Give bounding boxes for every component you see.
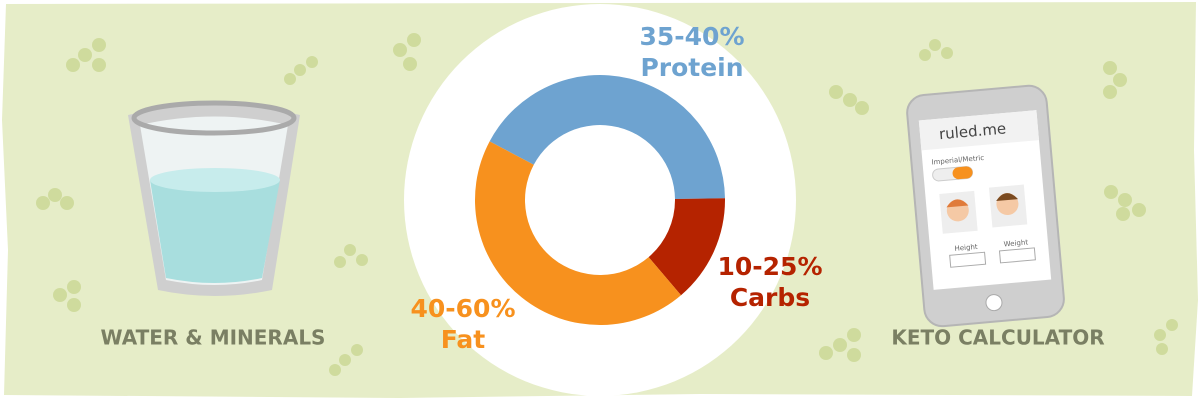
segment-name: Fat	[441, 325, 485, 354]
segment-range: 35-40%	[639, 22, 744, 51]
donut-segment	[489, 75, 725, 199]
donut-chart: 35-40%Protein 10-25%Carbs 40-60%Fat	[410, 22, 822, 354]
donut-segment	[475, 141, 682, 326]
center-circle	[404, 4, 796, 396]
phone: ruled.me Imperial/Metric Height Weight	[906, 84, 1065, 328]
water-glass	[128, 100, 300, 296]
caption: WATER & MINERALS	[101, 326, 326, 350]
donut-segment	[648, 198, 725, 296]
phone-weight-label: Weight	[1003, 238, 1028, 248]
segment-range: 40-60%	[410, 294, 515, 323]
segment-range: 10-25%	[717, 252, 822, 281]
segment-name: Protein	[640, 53, 743, 82]
segment-name: Carbs	[730, 283, 810, 312]
phone-height-label: Height	[954, 243, 978, 253]
phone-brand: ruled.me	[938, 119, 1007, 143]
caption: KETO CALCULATOR	[891, 326, 1104, 350]
molecule-decorations	[36, 33, 1178, 376]
